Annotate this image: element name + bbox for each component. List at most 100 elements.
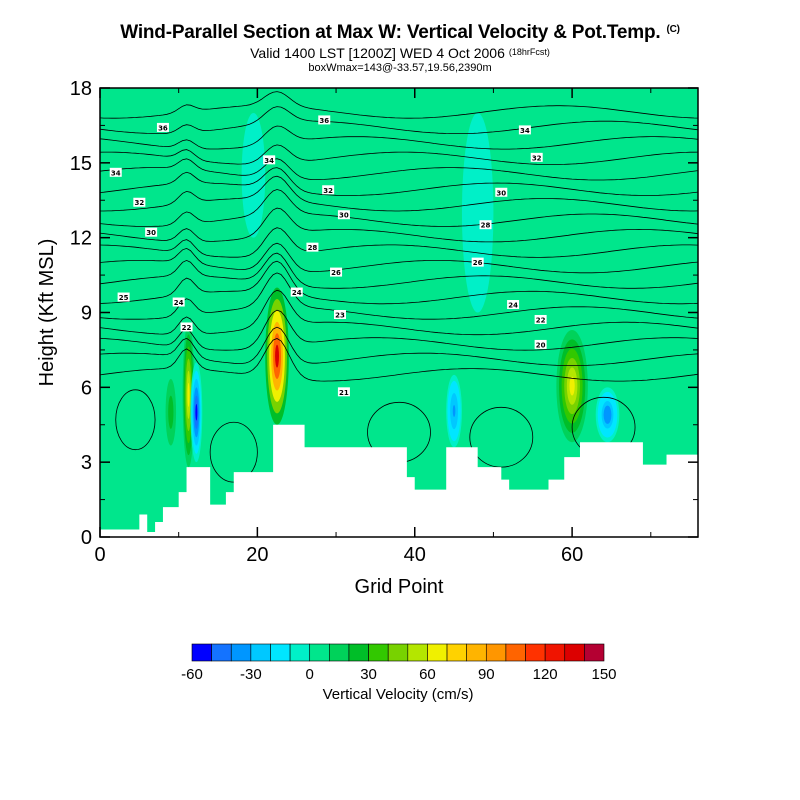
theta-label-text: 30 xyxy=(339,212,349,220)
theta-label-box xyxy=(263,155,276,165)
theta-label-box xyxy=(322,185,335,195)
colorbar-swatch xyxy=(427,643,448,662)
theta-label-box xyxy=(337,387,350,397)
theta-label-text: 28 xyxy=(308,244,318,252)
theta-label: 30 xyxy=(145,227,158,237)
colorbar-swatch xyxy=(407,643,428,662)
terrain-fill xyxy=(100,424,698,537)
theta-label-box xyxy=(156,122,169,132)
theta-contour-line xyxy=(99,189,699,227)
theta-label-box xyxy=(133,197,146,207)
theta-contour-line xyxy=(99,309,699,351)
theta-label-box xyxy=(471,257,484,267)
theta-label: 32 xyxy=(322,185,335,195)
colorbar-swatch xyxy=(230,643,252,662)
theta-contour-line xyxy=(99,242,699,274)
chart-title-text: Wind-Parallel Section at Max W: Vertical… xyxy=(120,22,661,43)
x-tick-label: 20 xyxy=(246,544,268,566)
title-flag: (C) xyxy=(666,24,680,35)
theta-label: 23 xyxy=(333,309,346,319)
colorbar: -60 -30 0 30 60 90 120 150 Vertical Velocity (cm… xyxy=(181,643,617,703)
colorbar-swatch xyxy=(525,643,546,662)
y-tick-label: 3 xyxy=(81,452,92,474)
theta-label-text: 21 xyxy=(339,389,349,397)
theta-label-box xyxy=(534,314,547,324)
theta-label: 26 xyxy=(471,257,484,267)
colorbar-swatch xyxy=(289,643,311,662)
colorbar-title: Vertical Velocity (cm/s) xyxy=(323,686,474,703)
colorbar-swatch xyxy=(466,643,487,662)
y-tick-label: 15 xyxy=(70,153,92,175)
theta-contour-line xyxy=(100,175,699,212)
theta-label: 24 xyxy=(507,300,520,310)
theta-label-box xyxy=(117,292,130,302)
theta-label-box xyxy=(518,125,531,135)
theta-label-text: 25 xyxy=(119,294,129,302)
theta-label-text: 28 xyxy=(481,222,491,230)
forecast-hour-text: (18hrFcst) xyxy=(508,47,550,57)
theta-label: 21 xyxy=(337,387,350,397)
box-wmax-line: boxWmax=143@-33.57,19.56,2390m xyxy=(308,62,492,74)
colorbar-tick-label: 120 xyxy=(533,666,558,683)
theta-label: 34 xyxy=(263,155,276,165)
w-cell-8 xyxy=(251,164,256,186)
theta-label-text: 26 xyxy=(331,269,341,277)
theta-contour-line xyxy=(99,125,699,150)
colorbar-swatch xyxy=(368,643,389,662)
theta-contour-line xyxy=(99,227,699,258)
theta-contour-line xyxy=(99,106,699,134)
colorbar-swatch xyxy=(250,643,271,662)
x-tick-label: 40 xyxy=(404,544,426,566)
theta-label: 30 xyxy=(337,210,350,220)
x-tick-label: 0 xyxy=(94,544,105,566)
theta-label: 24 xyxy=(290,287,303,297)
y-tick-label: 0 xyxy=(81,527,92,549)
theta-label-box xyxy=(318,115,331,125)
colorbar-tick-label: 90 xyxy=(478,666,495,683)
theta-contour-line xyxy=(99,252,699,289)
colorbar-swatch xyxy=(348,643,369,662)
colorbar-swatch xyxy=(387,643,409,662)
theta-label: 36 xyxy=(156,122,169,132)
theta-label: 28 xyxy=(306,242,319,252)
theta-contour-line xyxy=(99,326,699,366)
colorbar-tick-label: -30 xyxy=(240,666,262,683)
colorbar-swatch xyxy=(329,643,350,662)
w-cell-7 xyxy=(475,196,481,230)
y-tick-label: 9 xyxy=(81,303,92,325)
theta-label-box xyxy=(534,339,547,349)
colorbar-swatch xyxy=(544,643,566,662)
theta-label-text: 24 xyxy=(174,299,184,307)
theta-contour-line xyxy=(99,272,699,320)
theta-contour-line xyxy=(99,91,699,119)
theta-label: 22 xyxy=(180,322,193,332)
theta-label-text: 32 xyxy=(323,187,333,195)
colorbar-tick-label: 0 xyxy=(306,666,314,683)
y-axis-label: Height (Kft MSL) xyxy=(36,239,58,387)
theta-label-box xyxy=(333,309,346,319)
y-tick-label: 18 xyxy=(70,78,92,100)
theta-contour-line xyxy=(99,167,699,196)
colorbar-tick-label: 30 xyxy=(360,666,377,683)
x-axis-label: Grid Point xyxy=(355,576,444,598)
theta-label-box xyxy=(330,267,343,277)
theta-label-box xyxy=(180,322,193,332)
theta-label: 32 xyxy=(133,197,146,207)
theta-contour-line xyxy=(99,207,699,243)
theta-label-text: 30 xyxy=(146,229,156,237)
theta-label-text: 23 xyxy=(335,311,345,319)
theta-contour-loop xyxy=(115,389,156,451)
theta-contour-line xyxy=(99,158,699,181)
w-cell-2 xyxy=(569,376,575,396)
theta-label-box xyxy=(172,297,185,307)
theta-label: 24 xyxy=(172,297,185,307)
chart-title: Wind-Parallel Section at Max W: Vertical… xyxy=(0,22,800,44)
theta-label: 36 xyxy=(318,115,331,125)
colorbar-tick-label: 150 xyxy=(591,666,616,683)
theta-label-box xyxy=(290,287,303,297)
theta-label: 22 xyxy=(534,314,547,324)
colorbar-swatch xyxy=(270,643,291,662)
terrain xyxy=(100,424,698,537)
